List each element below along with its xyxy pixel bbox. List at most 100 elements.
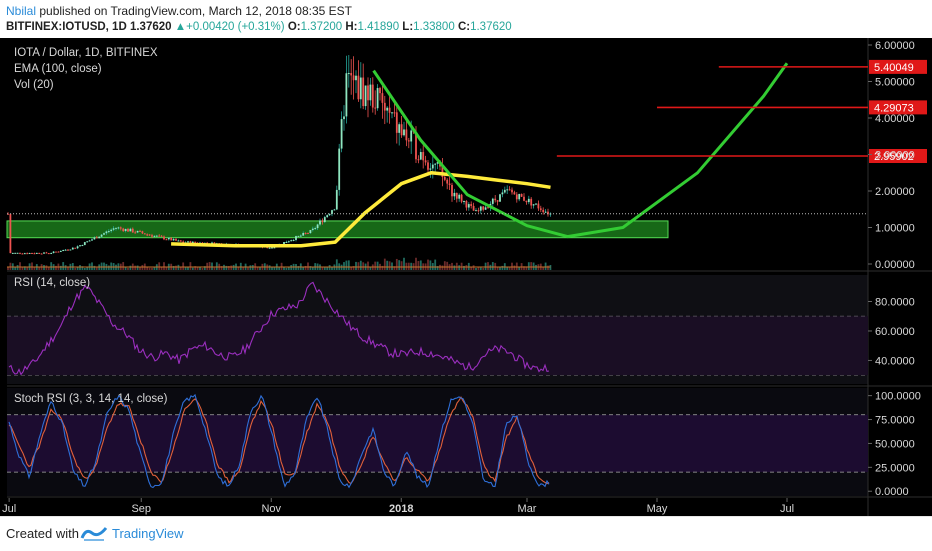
candle-body xyxy=(316,224,319,229)
volume-bar xyxy=(256,267,259,270)
candle-body xyxy=(297,235,300,237)
candle-body xyxy=(117,227,120,229)
volume-bar xyxy=(201,267,204,270)
x-tick-label: 2018 xyxy=(389,503,413,515)
volume-bar xyxy=(508,267,511,270)
volume-bar xyxy=(381,265,384,270)
candle-body xyxy=(163,236,165,240)
volume-bar xyxy=(506,267,509,270)
candle-body xyxy=(112,228,115,230)
rsi-tick-label: 60.0000 xyxy=(875,326,915,338)
candle-body xyxy=(424,160,427,163)
volume-bar xyxy=(436,266,439,270)
volume-bar xyxy=(100,262,103,270)
candle-body xyxy=(470,204,473,206)
candle-body xyxy=(139,230,141,232)
candle-body xyxy=(88,240,91,242)
candle-body xyxy=(290,240,293,242)
candle-body xyxy=(379,88,381,94)
volume-bar xyxy=(81,266,84,270)
candle-body xyxy=(362,77,365,107)
candle-body xyxy=(189,241,192,244)
x-tick-label: May xyxy=(647,503,668,515)
volume-bar xyxy=(335,259,338,270)
candle-body xyxy=(40,253,43,255)
candle-body xyxy=(79,245,81,247)
volume-bar xyxy=(302,266,305,270)
volume-bar xyxy=(494,262,497,270)
tradingview-logo-icon[interactable] xyxy=(80,524,108,542)
candle-body xyxy=(352,75,355,81)
volume-bar xyxy=(64,265,67,270)
candle-body xyxy=(331,210,333,214)
candle-body xyxy=(376,88,379,109)
volume-bar xyxy=(343,262,345,270)
volume-bar xyxy=(458,265,461,270)
candle-body xyxy=(343,116,345,120)
stoch-rsi-legend: Stoch RSI (3, 3, 14, 14, close) xyxy=(14,393,168,405)
volume-bar xyxy=(374,261,377,270)
volume-bar xyxy=(465,265,468,270)
author-link[interactable]: Nbilal xyxy=(6,4,37,18)
rsi-line xyxy=(8,281,550,376)
candle-body xyxy=(71,247,74,250)
candle-body xyxy=(134,232,137,234)
candle-body xyxy=(26,253,29,255)
candle-body xyxy=(175,238,177,241)
volume-bar xyxy=(369,266,372,270)
candle-body xyxy=(43,252,45,254)
tradingview-brand[interactable]: TradingView xyxy=(112,526,184,541)
candle-body xyxy=(407,140,410,142)
x-tick-label: Jul xyxy=(780,503,794,515)
stoch-band-fill xyxy=(7,414,868,473)
candle-body xyxy=(64,249,67,251)
volume-bar xyxy=(122,262,125,270)
volume-bar xyxy=(242,266,245,270)
y-tick-label: 0.00000 xyxy=(875,259,915,271)
volume-bar xyxy=(501,265,504,270)
volume-bar xyxy=(309,266,312,270)
volume-bar xyxy=(86,267,89,270)
candle-body xyxy=(453,192,456,197)
volume-bar xyxy=(367,261,369,270)
volume-bar xyxy=(203,266,206,270)
volume-bar xyxy=(43,265,45,270)
resistance-tag xyxy=(869,148,927,163)
volume-bar xyxy=(547,265,549,270)
candle-body xyxy=(479,206,482,211)
candle-body xyxy=(391,112,393,114)
candle-body xyxy=(283,242,285,245)
volume-bar xyxy=(182,262,185,270)
candle-body xyxy=(21,253,24,255)
candle-body xyxy=(436,162,439,164)
candle-body xyxy=(511,189,513,193)
stoch-k-line xyxy=(8,393,550,489)
volume-bar xyxy=(151,267,153,270)
volume-bar xyxy=(21,266,24,270)
candle-body xyxy=(69,249,72,251)
candle-body xyxy=(403,129,405,136)
candle-body xyxy=(52,251,55,254)
volume-bar xyxy=(110,262,113,270)
volume-bar xyxy=(499,266,501,270)
y-tick-label: 2.00000 xyxy=(875,186,915,198)
candle-body xyxy=(74,247,77,249)
y-tick-label: 5.00000 xyxy=(875,77,915,89)
candle-body xyxy=(158,235,161,237)
volume-bar xyxy=(427,259,429,270)
volume-bar xyxy=(523,266,525,270)
candle-body xyxy=(367,85,369,101)
close-value: 1.37620 xyxy=(470,21,512,33)
candle-body xyxy=(55,251,57,253)
volume-bar xyxy=(513,265,516,270)
volume-bar xyxy=(357,262,360,270)
volume-bar xyxy=(184,267,187,270)
stoch-tick-label: 0.0000 xyxy=(875,486,909,498)
stoch-tick-label: 75.0000 xyxy=(875,415,915,427)
candle-body xyxy=(57,251,60,253)
volume-bar xyxy=(165,267,168,270)
chart-area[interactable]: Jul Sep Nov 2018 Mar May Jul 5.40049 4.29073 2.95… xyxy=(0,38,932,516)
resistance-tag xyxy=(869,100,927,115)
volume-bar xyxy=(160,266,163,270)
price-chart[interactable]: Jul Sep Nov 2018 Mar May Jul 5.40049 4.29073 2.95… xyxy=(0,38,932,516)
